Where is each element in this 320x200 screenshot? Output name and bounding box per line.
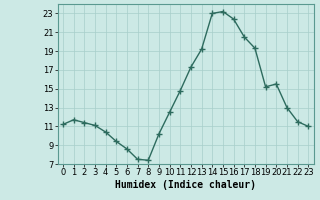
X-axis label: Humidex (Indice chaleur): Humidex (Indice chaleur) <box>115 180 256 190</box>
